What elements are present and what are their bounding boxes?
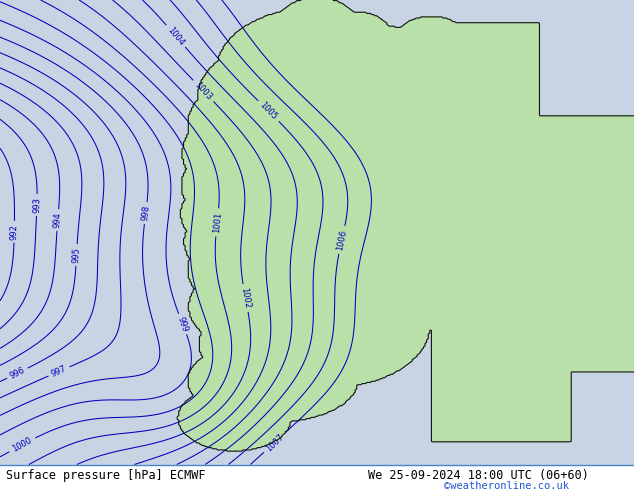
Text: 1006: 1006 (335, 228, 348, 251)
Text: 1001: 1001 (212, 212, 223, 233)
Text: 997: 997 (50, 364, 68, 379)
Text: 1005: 1005 (258, 100, 279, 122)
Text: Surface pressure [hPa] ECMWF: Surface pressure [hPa] ECMWF (6, 469, 206, 482)
Text: 994: 994 (53, 212, 63, 228)
Text: 999: 999 (176, 315, 190, 333)
Text: 1003: 1003 (193, 80, 214, 102)
Text: ©weatheronline.co.uk: ©weatheronline.co.uk (444, 481, 569, 490)
Text: 992: 992 (10, 224, 19, 240)
Text: 998: 998 (140, 205, 151, 221)
Text: 995: 995 (72, 247, 81, 263)
Text: 1000: 1000 (11, 436, 34, 454)
Text: 993: 993 (32, 197, 42, 213)
Text: 1002: 1002 (239, 287, 252, 309)
Text: 996: 996 (8, 366, 27, 381)
Text: 1004: 1004 (165, 25, 186, 47)
Text: 1007: 1007 (264, 432, 285, 453)
Text: We 25-09-2024 18:00 UTC (06+60): We 25-09-2024 18:00 UTC (06+60) (368, 469, 588, 482)
